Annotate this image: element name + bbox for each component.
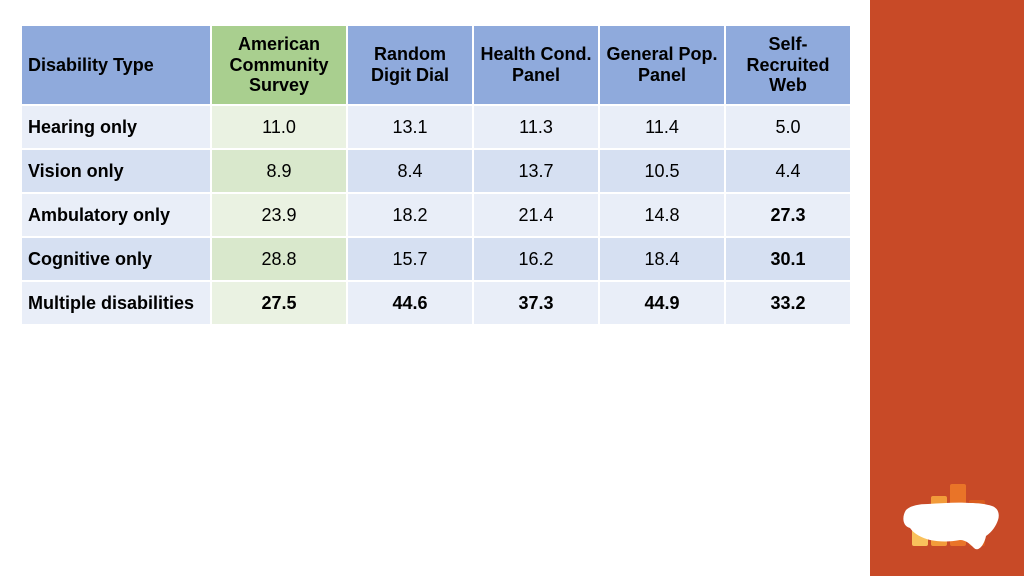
data-cell-value: 23.9	[212, 197, 346, 234]
data-cell-value: 16.2	[474, 241, 598, 278]
content-area: Disability TypeAmerican Community Survey…	[20, 24, 850, 326]
data-cell: 16.2	[473, 237, 599, 281]
data-cell: 5.0	[725, 105, 851, 149]
data-cell: 11.3	[473, 105, 599, 149]
row-label-cell: Multiple disabilities	[21, 281, 211, 325]
col-header: Random Digit Dial	[347, 25, 473, 105]
data-cell-value: 37.3	[474, 285, 598, 322]
data-cell: 18.4	[599, 237, 725, 281]
data-cell-value: 11.4	[600, 109, 724, 146]
row-label-cell: Cognitive only	[21, 237, 211, 281]
data-cell: 37.3	[473, 281, 599, 325]
data-cell: 15.7	[347, 237, 473, 281]
table-row: Ambulatory only23.918.221.414.827.3	[21, 193, 851, 237]
data-cell: 8.9	[211, 149, 347, 193]
row-label-cell: Ambulatory only	[21, 193, 211, 237]
data-cell-value: 18.4	[600, 241, 724, 278]
data-cell-value: 44.9	[600, 285, 724, 322]
row-label: Hearing only	[22, 109, 210, 146]
data-cell-value: 14.8	[600, 197, 724, 234]
data-cell-value: 5.0	[726, 109, 850, 146]
data-cell-value: 33.2	[726, 285, 850, 322]
data-cell-value: 21.4	[474, 197, 598, 234]
data-cell: 18.2	[347, 193, 473, 237]
data-cell-value: 11.3	[474, 109, 598, 146]
table-body: Hearing only11.013.111.311.45.0Vision on…	[21, 105, 851, 325]
col-header: General Pop. Panel	[599, 25, 725, 105]
data-cell: 44.6	[347, 281, 473, 325]
table-header-row: Disability TypeAmerican Community Survey…	[21, 25, 851, 105]
data-cell-value: 27.3	[726, 197, 850, 234]
table-row: Multiple disabilities27.544.637.344.933.…	[21, 281, 851, 325]
row-label-cell: Vision only	[21, 149, 211, 193]
row-label: Ambulatory only	[22, 197, 210, 234]
row-label: Cognitive only	[22, 241, 210, 278]
table-row: Cognitive only28.815.716.218.430.1	[21, 237, 851, 281]
data-cell: 23.9	[211, 193, 347, 237]
data-cell-value: 18.2	[348, 197, 472, 234]
data-cell: 11.0	[211, 105, 347, 149]
disability-table: Disability TypeAmerican Community Survey…	[20, 24, 852, 326]
table-row: Hearing only11.013.111.311.45.0	[21, 105, 851, 149]
data-cell-value: 8.9	[212, 153, 346, 190]
logo	[888, 466, 1006, 556]
table-row: Vision only8.98.413.710.54.4	[21, 149, 851, 193]
data-cell-value: 10.5	[600, 153, 724, 190]
data-cell: 13.1	[347, 105, 473, 149]
col-header-label: Self-Recruited Web	[726, 26, 850, 104]
data-cell: 4.4	[725, 149, 851, 193]
data-cell-value: 44.6	[348, 285, 472, 322]
data-cell: 10.5	[599, 149, 725, 193]
col-header: Self-Recruited Web	[725, 25, 851, 105]
data-cell-value: 13.1	[348, 109, 472, 146]
row-label: Multiple disabilities	[22, 285, 210, 322]
data-cell: 33.2	[725, 281, 851, 325]
data-cell-value: 8.4	[348, 153, 472, 190]
data-cell-value: 28.8	[212, 241, 346, 278]
data-cell: 13.7	[473, 149, 599, 193]
data-cell: 21.4	[473, 193, 599, 237]
col-header-label: American Community Survey	[212, 26, 346, 104]
col-header-label: Health Cond. Panel	[474, 36, 598, 93]
col-header: American Community Survey	[211, 25, 347, 105]
col-header-label: Disability Type	[22, 47, 210, 84]
data-cell: 30.1	[725, 237, 851, 281]
data-cell: 28.8	[211, 237, 347, 281]
data-cell-value: 11.0	[212, 109, 346, 146]
data-cell-value: 30.1	[726, 241, 850, 278]
data-cell: 44.9	[599, 281, 725, 325]
logo-svg	[888, 466, 1006, 556]
data-cell: 8.4	[347, 149, 473, 193]
col-header-label: General Pop. Panel	[600, 36, 724, 93]
col-header-rowhead: Disability Type	[21, 25, 211, 105]
col-header-label: Random Digit Dial	[348, 36, 472, 93]
data-cell: 11.4	[599, 105, 725, 149]
row-label: Vision only	[22, 153, 210, 190]
data-cell-value: 13.7	[474, 153, 598, 190]
table-head: Disability TypeAmerican Community Survey…	[21, 25, 851, 105]
data-cell: 27.5	[211, 281, 347, 325]
data-cell: 14.8	[599, 193, 725, 237]
row-label-cell: Hearing only	[21, 105, 211, 149]
col-header: Health Cond. Panel	[473, 25, 599, 105]
data-cell-value: 4.4	[726, 153, 850, 190]
data-cell-value: 15.7	[348, 241, 472, 278]
data-cell: 27.3	[725, 193, 851, 237]
data-cell-value: 27.5	[212, 285, 346, 322]
